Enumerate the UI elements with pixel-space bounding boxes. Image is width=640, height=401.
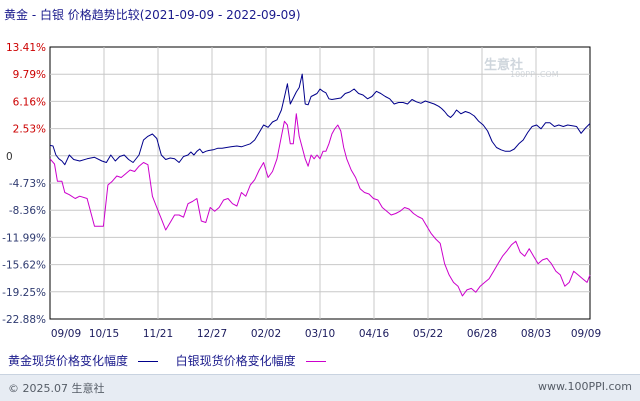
x-tick-label: 11/21 [143,328,173,340]
x-tick-label: 02/02 [251,328,281,340]
x-tick-label: 04/16 [359,328,390,340]
legend-label-silver: 白银现货价格变化幅度 [175,354,296,368]
y-tick-label: 6.16% [13,96,46,108]
x-tick-labels: 09/09 10/15 11/21 12/27 02/02 03/10 04/16 05/22… [51,328,601,340]
series-lines [49,73,591,297]
y-tick-label: -22.88% [2,314,46,326]
y-tick-label: 9.79% [13,69,46,81]
gold-price-line [49,73,591,166]
silver-price-line [49,113,591,297]
legend-swatch-silver [305,361,326,362]
x-tick-label: 10/15 [89,328,119,340]
x-tick-label: 09/09 [51,328,81,340]
legend-item-gold: 黄金现货价格变化幅度 [8,352,158,369]
y-tick-label: 2.53% [13,124,46,136]
y-tick-label: 13.41% [6,42,46,54]
x-tick-label: 03/10 [305,328,335,340]
watermark-logo: 生意社 [484,58,524,73]
y-tick-label: -11.99% [2,232,46,244]
footer-bar: © 2025.07 生意社 www.100PPI.com [0,374,640,401]
legend-label-gold: 黄金现货价格变化幅度 [8,354,129,368]
legend: 黄金现货价格变化幅度 白银现货价格变化幅度 [8,352,340,369]
y-tick-label: -19.25% [2,287,46,299]
copyright-text: © 2025.07 生意社 [8,382,105,395]
legend-swatch-gold [137,361,158,362]
x-tick-label: 08/03 [521,328,551,340]
price-trend-chart: 13.41% 9.79% 6.16% 2.53% 0 -4.73% -8.36% -11.99… [2,42,601,340]
x-tick-label: 12/27 [197,328,227,340]
y-tick-labels: 13.41% 9.79% 6.16% 2.53% 0 -4.73% -8.36% -11.99… [2,42,46,326]
legend-item-silver: 白银现货价格变化幅度 [176,352,326,369]
y-tick-label: -8.36% [9,205,46,217]
y-tick-label: 0 [6,151,13,163]
site-link[interactable]: www.100PPI.com [538,380,632,393]
y-tick-label: -15.62% [2,260,46,272]
x-tick-label: 05/22 [413,328,443,340]
y-tick-label: -4.73% [9,178,46,190]
chart-title: 黄金 - 白银 价格趋势比较(2021-09-09 - 2022-09-09) [4,8,301,22]
x-tick-label: 06/28 [467,328,497,340]
x-tick-label: 09/09 [571,328,601,340]
grid-lines [50,47,590,319]
